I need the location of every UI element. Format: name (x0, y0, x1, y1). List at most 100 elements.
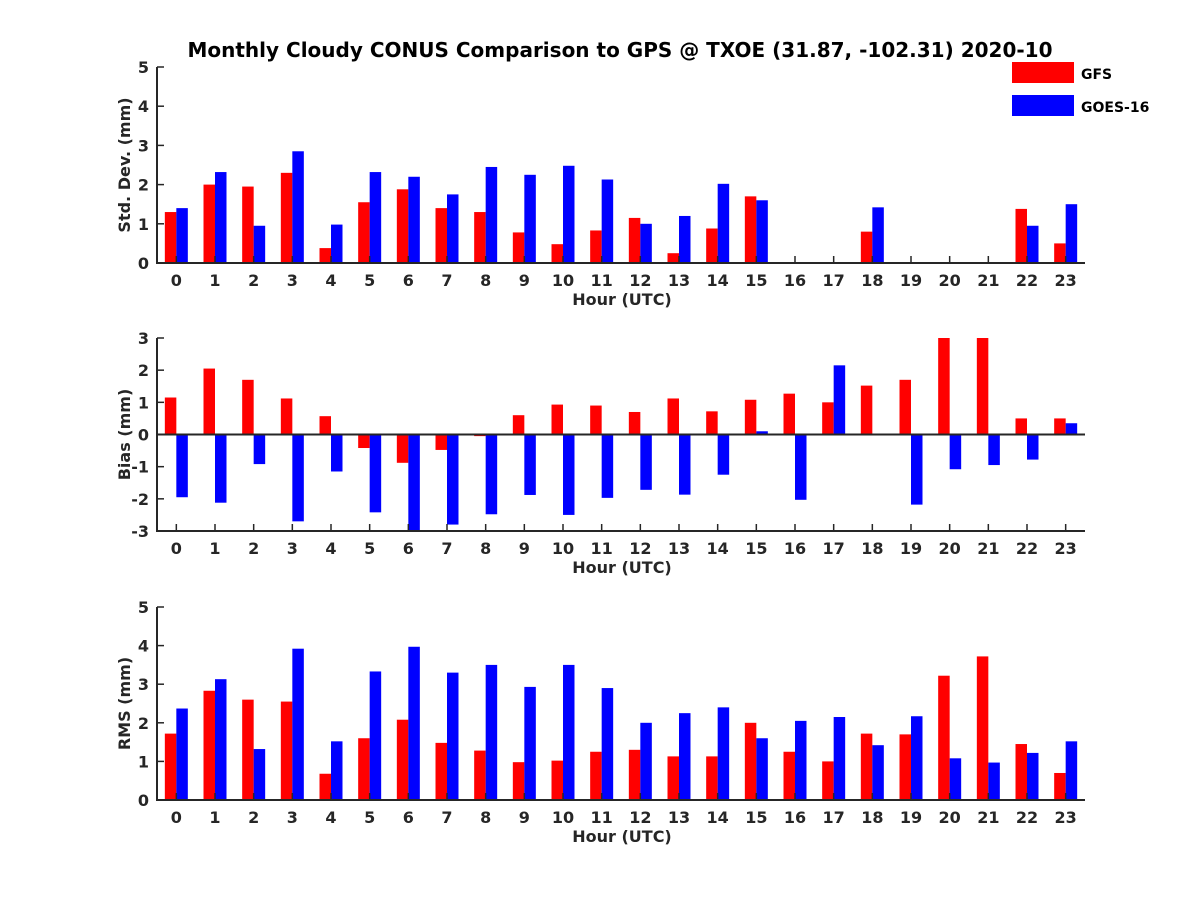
x-tick-label-bias: 15 (745, 539, 767, 558)
x-tick-label-rms: 20 (939, 808, 961, 827)
y-tick-label-stddev: 5 (138, 58, 149, 77)
legend-swatch-goes16 (1012, 95, 1074, 116)
bar-bias-gfs-hour-1 (203, 368, 215, 435)
x-axis-label-stddev: Hour (UTC) (572, 290, 672, 309)
bar-stddev-gfs-hour-2 (242, 186, 254, 263)
bar-rms-goes16-hour-7 (447, 672, 459, 800)
legend-label-gfs: GFS (1081, 67, 1112, 83)
x-tick-label-bias: 0 (171, 539, 182, 558)
bar-bias-gfs-hour-9 (512, 415, 525, 435)
x-tick-label-stddev: 10 (552, 271, 574, 290)
x-tick-label-rms: 16 (784, 808, 806, 827)
bar-bias-goes16-hour-7 (447, 434, 459, 525)
x-tick-label-rms: 9 (519, 808, 530, 827)
x-tick-label-stddev: 1 (209, 271, 220, 290)
bar-rms-gfs-hour-18 (860, 733, 873, 800)
y-tick-label-bias: 0 (138, 426, 149, 445)
bar-stddev-gfs-hour-23 (1054, 243, 1066, 263)
bar-bias-goes16-hour-0 (176, 434, 188, 498)
x-tick-label-bias: 19 (900, 539, 922, 558)
x-tick-label-stddev: 17 (823, 271, 845, 290)
bar-stddev-goes16-hour-8 (485, 166, 498, 263)
bar-bias-gfs-hour-6 (396, 434, 409, 463)
x-tick-label-rms: 8 (480, 808, 491, 827)
y-tick-label-bias: -2 (131, 490, 149, 509)
bar-bias-gfs-hour-0 (164, 397, 177, 435)
bar-stddev-gfs-hour-18 (860, 231, 873, 263)
y-tick-label-rms: 3 (138, 675, 149, 694)
bar-rms-gfs-hour-10 (551, 760, 563, 800)
bar-stddev-gfs-hour-1 (203, 184, 215, 263)
bar-stddev-goes16-hour-2 (253, 225, 266, 263)
bar-stddev-goes16-hour-5 (369, 172, 382, 263)
x-tick-label-bias: 8 (480, 539, 491, 558)
bar-bias-gfs-hour-10 (551, 404, 563, 435)
x-tick-label-rms: 13 (668, 808, 690, 827)
x-tick-label-rms: 4 (325, 808, 336, 827)
x-tick-label-stddev: 11 (591, 271, 613, 290)
bar-rms-goes16-hour-5 (369, 671, 382, 800)
x-tick-label-rms: 15 (745, 808, 767, 827)
bar-bias-goes16-hour-4 (331, 434, 343, 472)
x-tick-label-rms: 7 (441, 808, 452, 827)
bar-bias-goes16-hour-19 (911, 434, 923, 505)
x-tick-label-stddev: 8 (480, 271, 491, 290)
x-tick-label-bias: 12 (629, 539, 651, 558)
y-tick-label-stddev: 0 (138, 254, 149, 273)
x-tick-label-bias: 5 (364, 539, 375, 558)
bar-bias-gfs-hour-18 (860, 385, 873, 435)
x-tick-label-stddev: 22 (1016, 271, 1038, 290)
x-tick-label-stddev: 18 (861, 271, 883, 290)
bar-rms-gfs-hour-19 (899, 734, 911, 800)
bar-rms-gfs-hour-15 (744, 722, 757, 800)
bar-bias-goes16-hour-21 (988, 434, 1000, 466)
bar-rms-goes16-hour-11 (601, 688, 614, 800)
bar-bias-goes16-hour-16 (795, 434, 807, 500)
bar-rms-gfs-hour-1 (203, 690, 215, 800)
bar-bias-goes16-hour-17 (833, 365, 846, 435)
y-tick-label-stddev: 4 (138, 97, 149, 116)
bar-bias-goes16-hour-1 (215, 434, 227, 503)
x-tick-label-stddev: 13 (668, 271, 690, 290)
x-tick-label-rms: 12 (629, 808, 651, 827)
bar-bias-gfs-hour-7 (435, 434, 447, 450)
bar-rms-gfs-hour-12 (628, 749, 641, 800)
bar-rms-goes16-hour-10 (563, 664, 575, 800)
x-tick-label-bias: 18 (861, 539, 883, 558)
y-axis-label-bias: Bias (mm) (115, 389, 134, 481)
bar-stddev-gfs-hour-7 (435, 208, 447, 263)
bar-stddev-gfs-hour-4 (319, 248, 331, 263)
x-tick-label-rms: 17 (823, 808, 845, 827)
bar-bias-gfs-hour-22 (1015, 418, 1027, 435)
bar-rms-gfs-hour-21 (976, 656, 989, 800)
x-tick-label-stddev: 15 (745, 271, 767, 290)
x-tick-label-stddev: 0 (171, 271, 182, 290)
bar-rms-gfs-hour-17 (822, 761, 834, 800)
bar-rms-goes16-hour-6 (408, 646, 420, 800)
x-tick-label-rms: 11 (591, 808, 613, 827)
y-tick-label-rms: 0 (138, 791, 149, 810)
y-tick-label-stddev: 1 (138, 215, 149, 234)
x-tick-label-bias: 23 (1055, 539, 1077, 558)
bar-rms-gfs-hour-7 (435, 742, 447, 800)
chart-title: Monthly Cloudy CONUS Comparison to GPS @… (187, 38, 1052, 62)
x-tick-label-rms: 18 (861, 808, 883, 827)
bar-bias-gfs-hour-14 (706, 411, 718, 435)
x-tick-label-rms: 19 (900, 808, 922, 827)
x-tick-label-bias: 11 (591, 539, 613, 558)
legend-label-goes16: GOES-16 (1081, 100, 1149, 116)
bar-stddev-goes16-hour-0 (176, 208, 188, 263)
x-tick-label-rms: 14 (707, 808, 729, 827)
bar-rms-goes16-hour-12 (640, 722, 652, 800)
bar-rms-goes16-hour-22 (1027, 752, 1039, 800)
bar-rms-goes16-hour-9 (524, 686, 536, 800)
x-tick-label-rms: 21 (977, 808, 999, 827)
bar-stddev-gfs-hour-22 (1015, 208, 1027, 263)
y-tick-label-rms: 2 (138, 714, 149, 733)
bar-bias-gfs-hour-11 (590, 405, 602, 435)
bar-bias-goes16-hour-20 (949, 434, 962, 470)
bar-bias-gfs-hour-2 (242, 379, 254, 435)
bar-bias-gfs-hour-19 (899, 379, 911, 435)
